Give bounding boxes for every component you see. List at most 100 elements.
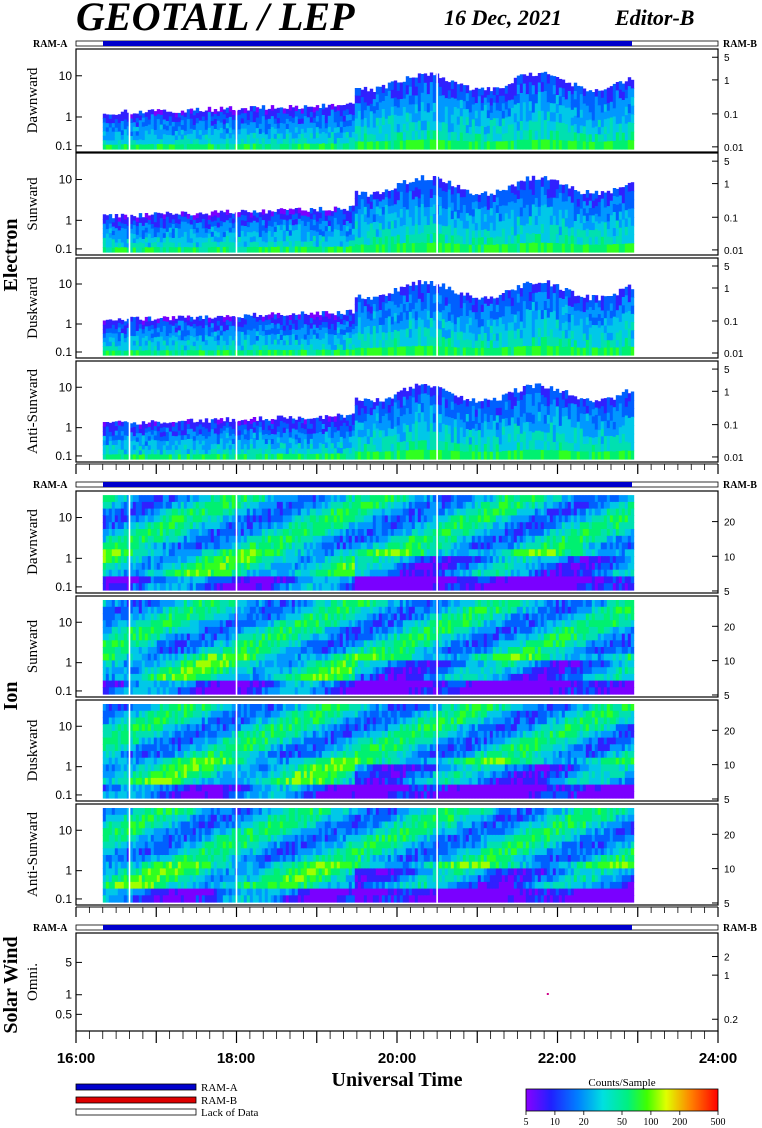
spectrogram-cell xyxy=(402,346,407,356)
spectrogram-cell xyxy=(183,331,188,337)
spectrogram-cell xyxy=(258,133,263,140)
spectrogram-cell xyxy=(555,113,560,123)
spectrogram-cell xyxy=(570,219,575,228)
spectrogram-cell xyxy=(114,320,119,326)
spectrogram-cell xyxy=(336,333,341,340)
spectrogram-cell xyxy=(486,341,491,349)
spectrogram-cell xyxy=(276,344,281,351)
spectrogram-cell xyxy=(354,318,359,327)
spectrogram-cell xyxy=(255,435,260,441)
spectrogram-cell xyxy=(336,316,341,323)
spectrogram-cell xyxy=(261,439,266,446)
spectrogram-cell xyxy=(315,443,320,450)
spectrogram-cell xyxy=(276,339,281,346)
spectrogram-cell xyxy=(273,429,278,435)
spectrogram-cell xyxy=(501,197,506,206)
spectrogram-cell xyxy=(195,445,200,451)
spectrogram-cell xyxy=(510,346,515,356)
spectrogram-cell xyxy=(303,334,308,341)
spectrogram-cell xyxy=(585,244,590,253)
spectrogram-cell xyxy=(549,303,554,313)
spectrogram-cell xyxy=(348,246,353,253)
spectrogram-cell xyxy=(381,347,386,356)
spectrogram-cell xyxy=(291,318,296,325)
spectrogram-cell xyxy=(339,230,344,237)
spectrogram-cell xyxy=(213,438,218,445)
spectrogram-cell xyxy=(339,105,344,112)
spectrogram-cell xyxy=(612,293,617,302)
spectrogram-cell xyxy=(501,126,506,135)
spectrogram-cell xyxy=(339,344,344,351)
spectrogram-cell xyxy=(603,200,608,209)
spectrogram-cell xyxy=(387,316,392,325)
spectrogram-cell xyxy=(258,227,263,233)
spectrogram-cell xyxy=(210,444,215,450)
spectrogram-cell xyxy=(330,231,335,238)
spectrogram-cell xyxy=(219,443,224,450)
spectrogram-cell xyxy=(264,223,269,229)
spectrogram-cell xyxy=(441,113,446,123)
spectrogram-cell xyxy=(210,241,215,248)
spectrogram-cell xyxy=(429,198,434,208)
y-tick-label: 0.1 xyxy=(55,345,72,359)
spectrogram-cell xyxy=(318,453,323,460)
spectrogram-cell xyxy=(399,90,404,100)
spectrogram-cell xyxy=(540,82,545,93)
spectrogram-cell xyxy=(162,454,167,460)
spectrogram-cell xyxy=(330,349,335,356)
spectrogram-cell xyxy=(534,121,539,132)
spectrogram-cell xyxy=(606,236,611,245)
spectrogram-cell xyxy=(606,244,611,253)
spectrogram-cell xyxy=(528,82,533,93)
spectrogram-cell xyxy=(399,132,404,142)
spectrogram-cell xyxy=(366,217,371,225)
spectrogram-cell xyxy=(180,315,185,322)
spectrogram-cell xyxy=(606,296,611,304)
spectrogram-cell xyxy=(273,339,278,346)
spectrogram-cell xyxy=(528,292,533,302)
spectrogram-cell xyxy=(519,93,524,103)
spectrogram-cell xyxy=(582,118,587,127)
spectrogram-cell xyxy=(546,111,551,122)
spectrogram-cell xyxy=(375,340,380,349)
spectrogram-cell xyxy=(231,134,236,140)
spectrogram-cell xyxy=(342,428,347,434)
spectrogram-cell xyxy=(189,418,194,425)
spectrogram-cell xyxy=(324,143,329,150)
spectrogram-cell xyxy=(495,304,500,313)
spectrogram-cell xyxy=(576,236,581,246)
spectrogram-cell xyxy=(591,200,596,209)
spectrogram-cell xyxy=(237,144,242,150)
spectrogram-cell xyxy=(300,143,305,150)
spectrogram-cell xyxy=(318,345,323,351)
spectrogram-cell xyxy=(489,134,494,143)
spectrogram-cell xyxy=(366,347,371,356)
spectrogram-cell xyxy=(309,143,314,150)
spectrogram-cell xyxy=(303,241,308,248)
spectrogram-cell xyxy=(576,125,581,134)
spectrogram-cell xyxy=(195,316,200,323)
spectrogram-cell xyxy=(396,243,401,253)
spectrogram-cell xyxy=(570,314,575,324)
spectrogram-cell xyxy=(381,84,386,94)
spectrogram-cell xyxy=(114,119,119,125)
spectrogram-cell xyxy=(261,241,266,248)
spectrogram-cell xyxy=(492,319,497,328)
spectrogram-cell xyxy=(462,133,467,142)
spectrogram-cell xyxy=(402,115,407,125)
spectrogram-cell xyxy=(591,325,596,334)
spectrogram-cell xyxy=(396,132,401,142)
spectrogram-cell xyxy=(561,307,566,316)
spectrogram-cell xyxy=(522,310,527,320)
spectrogram-cell xyxy=(567,244,572,253)
spectrogram-cell xyxy=(249,330,254,336)
spectrogram-cell xyxy=(579,304,584,313)
spectrogram-cell xyxy=(426,293,431,303)
spectrogram-cell xyxy=(162,134,167,140)
spectrogram-cell xyxy=(270,143,275,150)
spectrogram-cell xyxy=(375,117,380,127)
spectrogram-cell xyxy=(516,285,521,295)
spectrogram-cell xyxy=(498,325,503,334)
spectrogram-cell xyxy=(171,320,176,327)
spectrogram-cell xyxy=(294,111,299,118)
